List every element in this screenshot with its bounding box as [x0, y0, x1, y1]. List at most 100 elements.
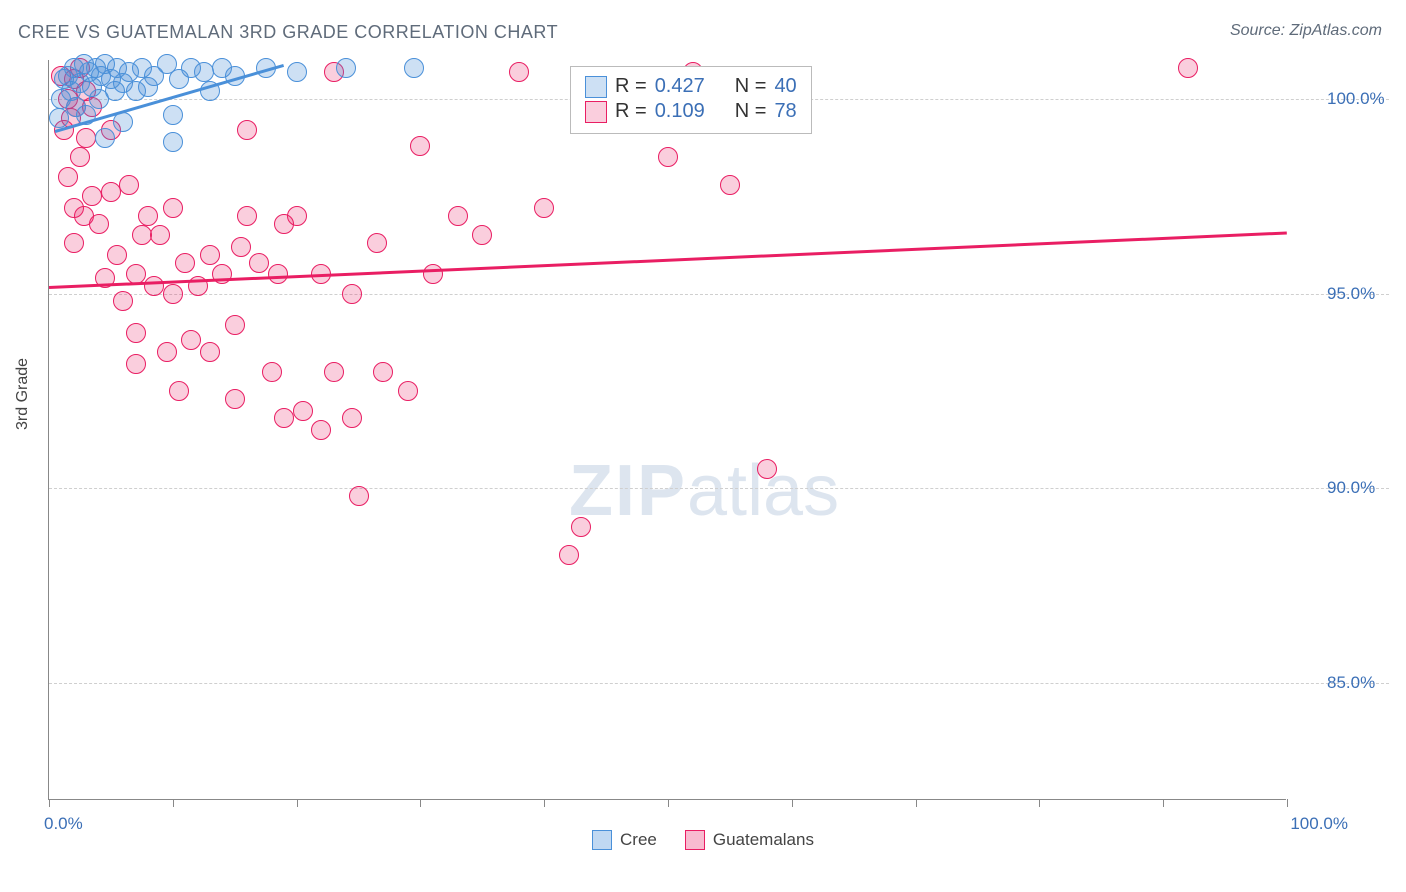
data-point	[324, 362, 344, 382]
x-tick	[792, 799, 793, 807]
data-point	[126, 323, 146, 343]
x-tick	[173, 799, 174, 807]
legend-r-label: R =	[615, 100, 647, 123]
data-point	[138, 206, 158, 226]
data-point	[534, 198, 554, 218]
data-point	[404, 58, 424, 78]
data-point	[268, 264, 288, 284]
data-point	[571, 517, 591, 537]
x-tick	[420, 799, 421, 807]
data-point	[113, 291, 133, 311]
stats-legend-row: R = 0.109 N = 78	[585, 100, 797, 123]
legend-r-value: 0.427	[655, 75, 705, 98]
legend-n-value: 78	[774, 100, 796, 123]
data-point	[163, 198, 183, 218]
legend-swatch	[685, 830, 705, 850]
data-point	[119, 175, 139, 195]
data-point	[658, 147, 678, 167]
data-point	[101, 182, 121, 202]
y-tick-label: 95.0%	[1327, 284, 1375, 304]
data-point	[373, 362, 393, 382]
x-tick	[297, 799, 298, 807]
data-point	[249, 253, 269, 273]
legend-r-label: R =	[615, 75, 647, 98]
data-point	[76, 128, 96, 148]
data-point	[342, 408, 362, 428]
x-tick	[668, 799, 669, 807]
legend-r-value: 0.109	[655, 100, 705, 123]
data-point	[559, 545, 579, 565]
data-point	[237, 206, 257, 226]
x-tick	[1039, 799, 1040, 807]
data-point	[58, 167, 78, 187]
gridline	[49, 294, 1389, 295]
legend-swatch	[585, 101, 607, 123]
data-point	[70, 147, 90, 167]
x-tick	[49, 799, 50, 807]
data-point	[163, 105, 183, 125]
data-point	[157, 342, 177, 362]
data-point	[225, 389, 245, 409]
data-point	[181, 330, 201, 350]
data-point	[349, 486, 369, 506]
y-axis-label: 3rd Grade	[14, 358, 32, 430]
data-point	[144, 276, 164, 296]
data-point	[95, 128, 115, 148]
legend-n-label: N =	[735, 75, 767, 98]
data-point	[163, 132, 183, 152]
data-point	[126, 354, 146, 374]
data-point	[175, 253, 195, 273]
data-point	[169, 381, 189, 401]
data-point	[311, 420, 331, 440]
legend-n-value: 40	[774, 75, 796, 98]
data-point	[342, 284, 362, 304]
x-tick	[1287, 799, 1288, 807]
stats-legend-row: R = 0.427 N = 40	[585, 75, 797, 98]
data-point	[64, 233, 84, 253]
data-point	[293, 401, 313, 421]
data-point	[89, 214, 109, 234]
data-point	[336, 58, 356, 78]
data-point	[225, 315, 245, 335]
data-point	[448, 206, 468, 226]
data-point	[472, 225, 492, 245]
data-point	[274, 408, 294, 428]
data-point	[423, 264, 443, 284]
x-axis-max-label: 100.0%	[1290, 814, 1348, 834]
y-tick-label: 85.0%	[1327, 673, 1375, 693]
legend-swatch	[585, 76, 607, 98]
x-tick	[544, 799, 545, 807]
chart-title: CREE VS GUATEMALAN 3RD GRADE CORRELATION…	[18, 22, 558, 43]
data-point	[1178, 58, 1198, 78]
data-point	[410, 136, 430, 156]
legend-label: Guatemalans	[713, 830, 814, 850]
data-point	[82, 186, 102, 206]
data-point	[132, 225, 152, 245]
legend-item: Guatemalans	[685, 830, 814, 850]
x-axis-min-label: 0.0%	[44, 814, 83, 834]
data-point	[287, 62, 307, 82]
data-point	[287, 206, 307, 226]
data-point	[107, 245, 127, 265]
data-point	[237, 120, 257, 140]
data-point	[49, 108, 69, 128]
legend-swatch	[592, 830, 612, 850]
x-tick	[1163, 799, 1164, 807]
data-point	[262, 362, 282, 382]
plot-area: ZIPatlas 85.0%90.0%95.0%100.0%	[48, 60, 1286, 800]
data-point	[509, 62, 529, 82]
legend-label: Cree	[620, 830, 657, 850]
chart-source: Source: ZipAtlas.com	[1230, 22, 1382, 40]
data-point	[163, 284, 183, 304]
gridline	[49, 683, 1389, 684]
data-point	[757, 459, 777, 479]
data-point	[231, 237, 251, 257]
y-tick-label: 100.0%	[1327, 89, 1385, 109]
y-tick-label: 90.0%	[1327, 478, 1375, 498]
x-tick	[916, 799, 917, 807]
data-point	[720, 175, 740, 195]
gridline	[49, 488, 1389, 489]
data-point	[398, 381, 418, 401]
legend-n-label: N =	[735, 100, 767, 123]
data-point	[367, 233, 387, 253]
